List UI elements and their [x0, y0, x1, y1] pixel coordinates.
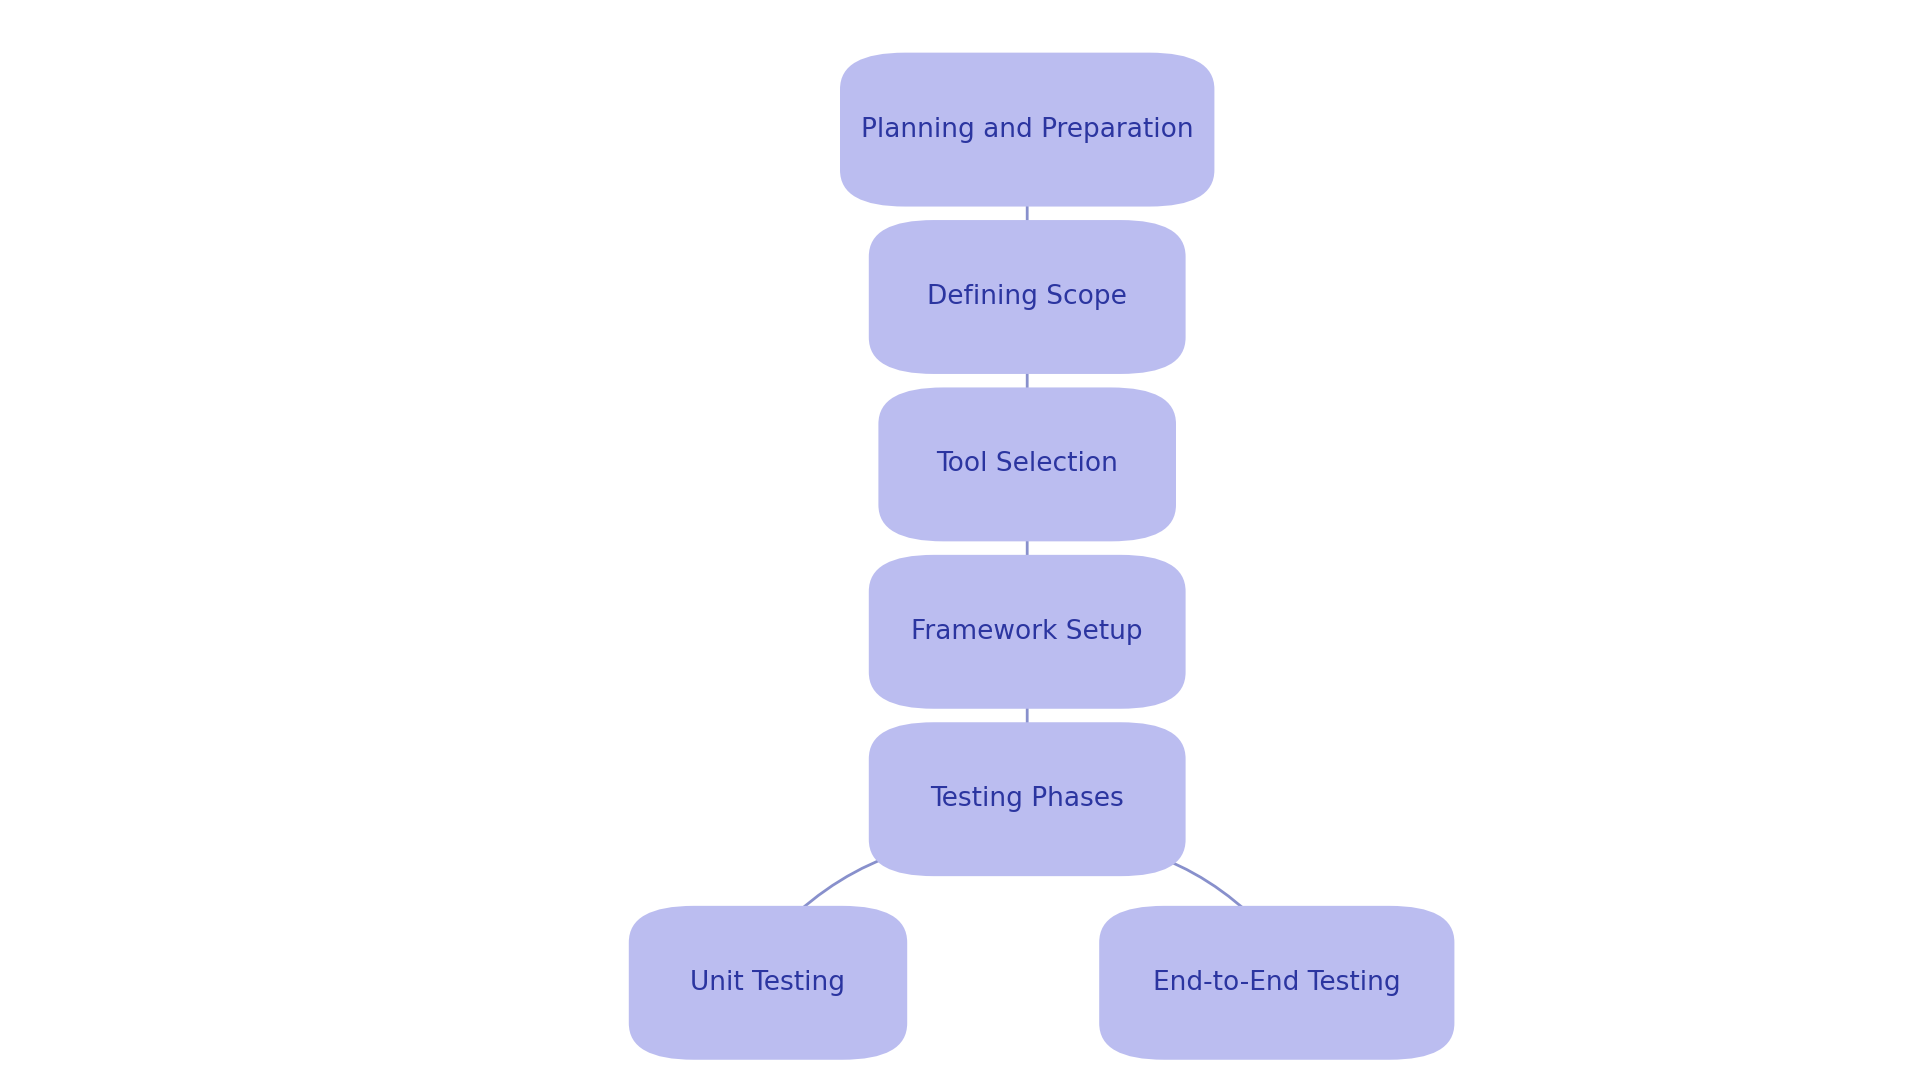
Text: Unit Testing: Unit Testing: [691, 970, 845, 996]
Text: Tool Selection: Tool Selection: [937, 451, 1117, 477]
FancyBboxPatch shape: [868, 723, 1187, 876]
Text: Testing Phases: Testing Phases: [931, 786, 1123, 812]
Text: Framework Setup: Framework Setup: [912, 619, 1142, 645]
FancyBboxPatch shape: [879, 388, 1175, 541]
FancyBboxPatch shape: [630, 906, 908, 1059]
Text: End-to-End Testing: End-to-End Testing: [1154, 970, 1400, 996]
FancyBboxPatch shape: [868, 220, 1187, 374]
Text: Defining Scope: Defining Scope: [927, 284, 1127, 310]
FancyBboxPatch shape: [841, 53, 1215, 206]
Text: Planning and Preparation: Planning and Preparation: [860, 117, 1194, 143]
FancyBboxPatch shape: [868, 555, 1187, 708]
FancyBboxPatch shape: [1098, 906, 1455, 1059]
